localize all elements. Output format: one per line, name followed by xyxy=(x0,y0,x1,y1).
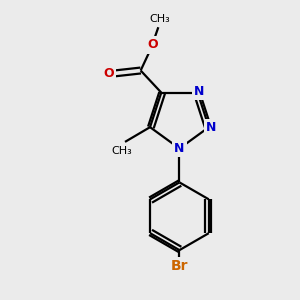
Text: CH₃: CH₃ xyxy=(149,14,170,24)
Text: Br: Br xyxy=(171,259,188,273)
Text: N: N xyxy=(174,142,184,155)
Text: O: O xyxy=(147,38,158,51)
Text: N: N xyxy=(206,121,216,134)
Text: N: N xyxy=(194,85,204,98)
Text: CH₃: CH₃ xyxy=(112,146,132,156)
Text: O: O xyxy=(103,67,114,80)
